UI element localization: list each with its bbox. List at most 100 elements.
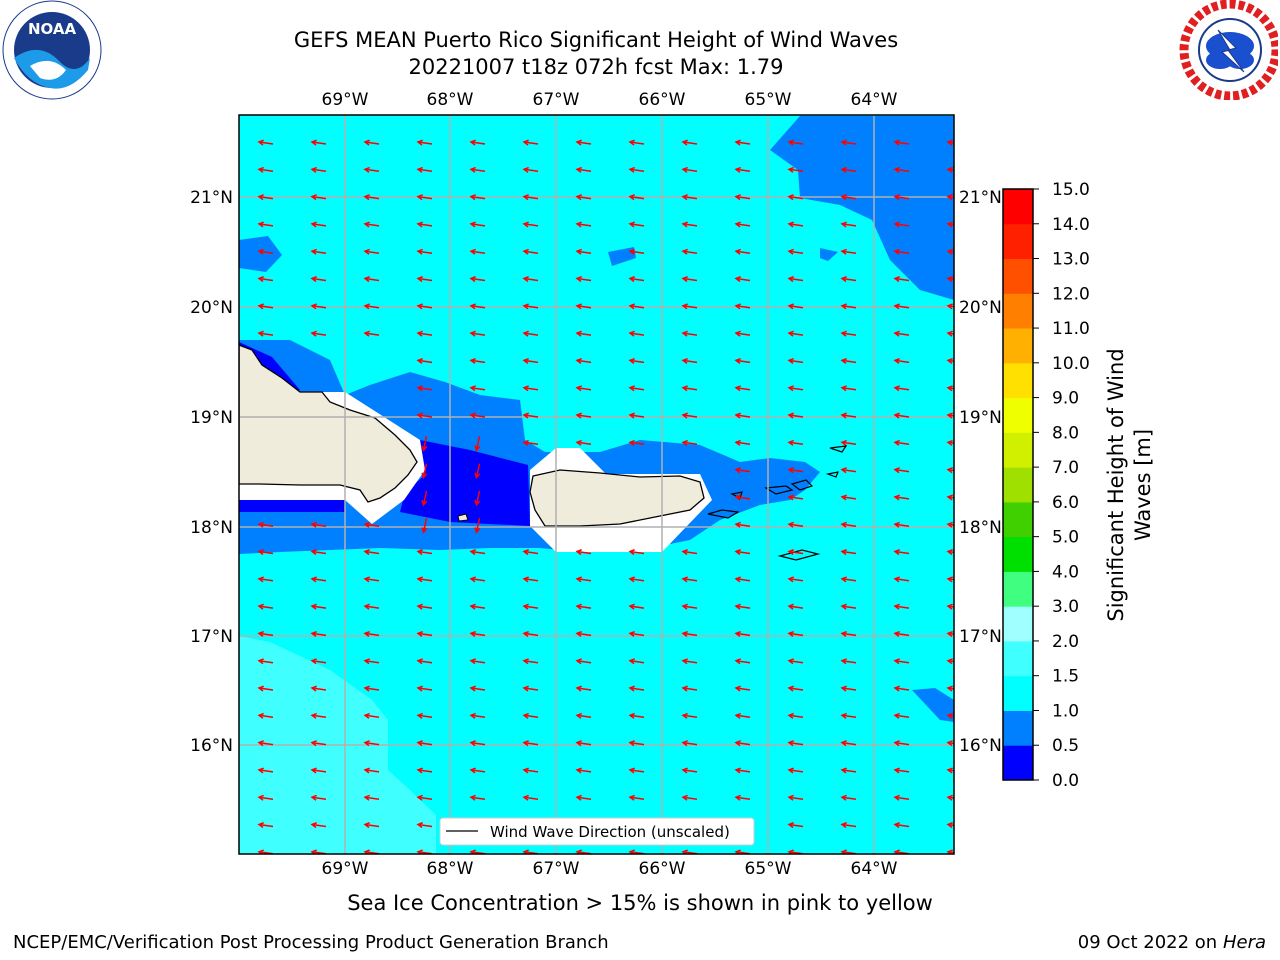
wave-direction-arrow xyxy=(522,221,539,228)
colorbar-segment xyxy=(1003,362,1033,399)
wave-direction-arrow xyxy=(416,603,433,610)
wave-direction-arrow xyxy=(734,494,751,501)
wave-direction-arrow xyxy=(628,712,645,719)
wave-direction-arrow xyxy=(310,658,327,665)
wave-direction-arrow xyxy=(310,194,327,201)
wave-direction-arrow xyxy=(946,822,954,829)
wave-direction-arrow xyxy=(310,576,327,583)
wave-direction-arrow xyxy=(787,385,804,392)
map-plot-area xyxy=(239,115,954,854)
wave-direction-arrow xyxy=(575,139,592,146)
wave-direction-arrow xyxy=(310,139,327,146)
wave-direction-arrow xyxy=(734,685,751,692)
lon-label-top: 69°W xyxy=(322,90,369,110)
wave-direction-arrow xyxy=(681,794,698,801)
wave-direction-arrow xyxy=(840,767,857,774)
wave-direction-arrow xyxy=(734,658,751,665)
wave-direction-arrow xyxy=(416,822,433,829)
lon-label-bottom: 67°W xyxy=(533,859,580,879)
wave-direction-arrow xyxy=(840,330,857,337)
wave-direction-arrow xyxy=(734,276,751,283)
longitude-labels-bottom: 69°W 68°W 67°W 66°W 65°W 64°W xyxy=(322,859,898,879)
virgin-gorda-island xyxy=(825,471,839,478)
wave-direction-arrow xyxy=(946,794,954,801)
wave-direction-arrow xyxy=(681,194,698,201)
wave-direction-arrow xyxy=(628,603,645,610)
wave-direction-arrow xyxy=(681,576,698,583)
wave-direction-arrow xyxy=(363,276,380,283)
wave-direction-arrow xyxy=(257,576,274,583)
wave-direction-arrow xyxy=(734,712,751,719)
wave-direction-arrow xyxy=(734,166,751,173)
wave-direction-arrow xyxy=(257,658,274,665)
lat-label-right: 21°N xyxy=(959,188,1002,208)
wave-direction-arrow xyxy=(421,463,428,480)
graticule xyxy=(239,115,954,854)
wave-direction-arrow xyxy=(734,330,751,337)
colorbar-tick-label: 14.0 xyxy=(1052,215,1090,235)
colorbar-tick-label: 10.0 xyxy=(1052,354,1090,374)
wave-direction-arrow xyxy=(840,712,857,719)
wave-direction-arrow xyxy=(257,712,274,719)
wave-direction-arrow xyxy=(893,221,910,228)
longitude-labels-top: 69°W 68°W 67°W 66°W 65°W 64°W xyxy=(322,90,898,110)
wave-direction-arrow xyxy=(734,194,751,201)
wave-direction-arrow xyxy=(628,412,645,419)
wave-direction-arrow xyxy=(522,685,539,692)
wave-direction-arrow xyxy=(893,439,910,446)
wave-direction-arrow xyxy=(946,630,954,637)
wave-direction-arrow xyxy=(840,822,857,829)
colorbar-tick-label: 13.0 xyxy=(1052,250,1090,270)
wave-direction-arrow xyxy=(840,412,857,419)
wave-direction-arrow xyxy=(628,439,645,446)
wave-direction-arrow xyxy=(469,767,486,774)
wave-direction-arrow xyxy=(840,385,857,392)
wave-direction-arrow xyxy=(363,330,380,337)
latitude-labels-left: 21°N 20°N 19°N 18°N 17°N 16°N xyxy=(190,188,233,756)
wave-direction-arrow xyxy=(893,685,910,692)
wave-height-0-0.5-mona-passage xyxy=(400,440,530,526)
wave-direction-arrow xyxy=(469,303,486,310)
wave-direction-arrow xyxy=(946,576,954,583)
colorbar-tick-label: 0.0 xyxy=(1052,771,1079,791)
wave-direction-arrow xyxy=(840,439,857,446)
colorbar-segment xyxy=(1003,745,1033,781)
colorbar-frame xyxy=(1002,188,1034,781)
wave-direction-arrow xyxy=(257,740,274,747)
wave-direction-arrow xyxy=(363,521,380,528)
wave-direction-arrow xyxy=(840,139,857,146)
colorbar-tick-label: 4.0 xyxy=(1052,562,1079,582)
wave-direction-arrow xyxy=(946,139,954,146)
wave-direction-arrow xyxy=(681,357,698,364)
wave-direction-arrow xyxy=(522,658,539,665)
wave-direction-arrow xyxy=(257,521,274,528)
wave-direction-arrow xyxy=(474,518,481,534)
lon-label-top: 68°W xyxy=(427,90,474,110)
wave-direction-arrow xyxy=(681,166,698,173)
wave-direction-arrow xyxy=(734,576,751,583)
wave-direction-arrow xyxy=(522,549,539,556)
wave-direction-arrow xyxy=(893,794,910,801)
wave-direction-arrow xyxy=(681,139,698,146)
wave-direction-arrow xyxy=(946,194,954,201)
wave-direction-arrow xyxy=(363,166,380,173)
wave-direction-arrow xyxy=(416,248,433,255)
wave-direction-arrow xyxy=(893,658,910,665)
wave-direction-arrow xyxy=(787,357,804,364)
wave-direction-arrow xyxy=(893,276,910,283)
wave-direction-arrow xyxy=(628,549,645,556)
wave-direction-arrow xyxy=(575,357,592,364)
wave-direction-arrow xyxy=(787,221,804,228)
wave-direction-arrow xyxy=(893,576,910,583)
wave-direction-arrow xyxy=(310,740,327,747)
tortola-island xyxy=(790,479,814,491)
wave-direction-arrow xyxy=(421,436,428,452)
wave-direction-arrow xyxy=(469,194,486,201)
wave-direction-arrow xyxy=(363,822,380,829)
wave-direction-arrow xyxy=(416,330,433,337)
wave-direction-arrow xyxy=(257,276,274,283)
wave-direction-arrow xyxy=(522,276,539,283)
wave-direction-arrow xyxy=(522,740,539,747)
wave-direction-arrow xyxy=(416,712,433,719)
wave-direction-arrow xyxy=(840,794,857,801)
